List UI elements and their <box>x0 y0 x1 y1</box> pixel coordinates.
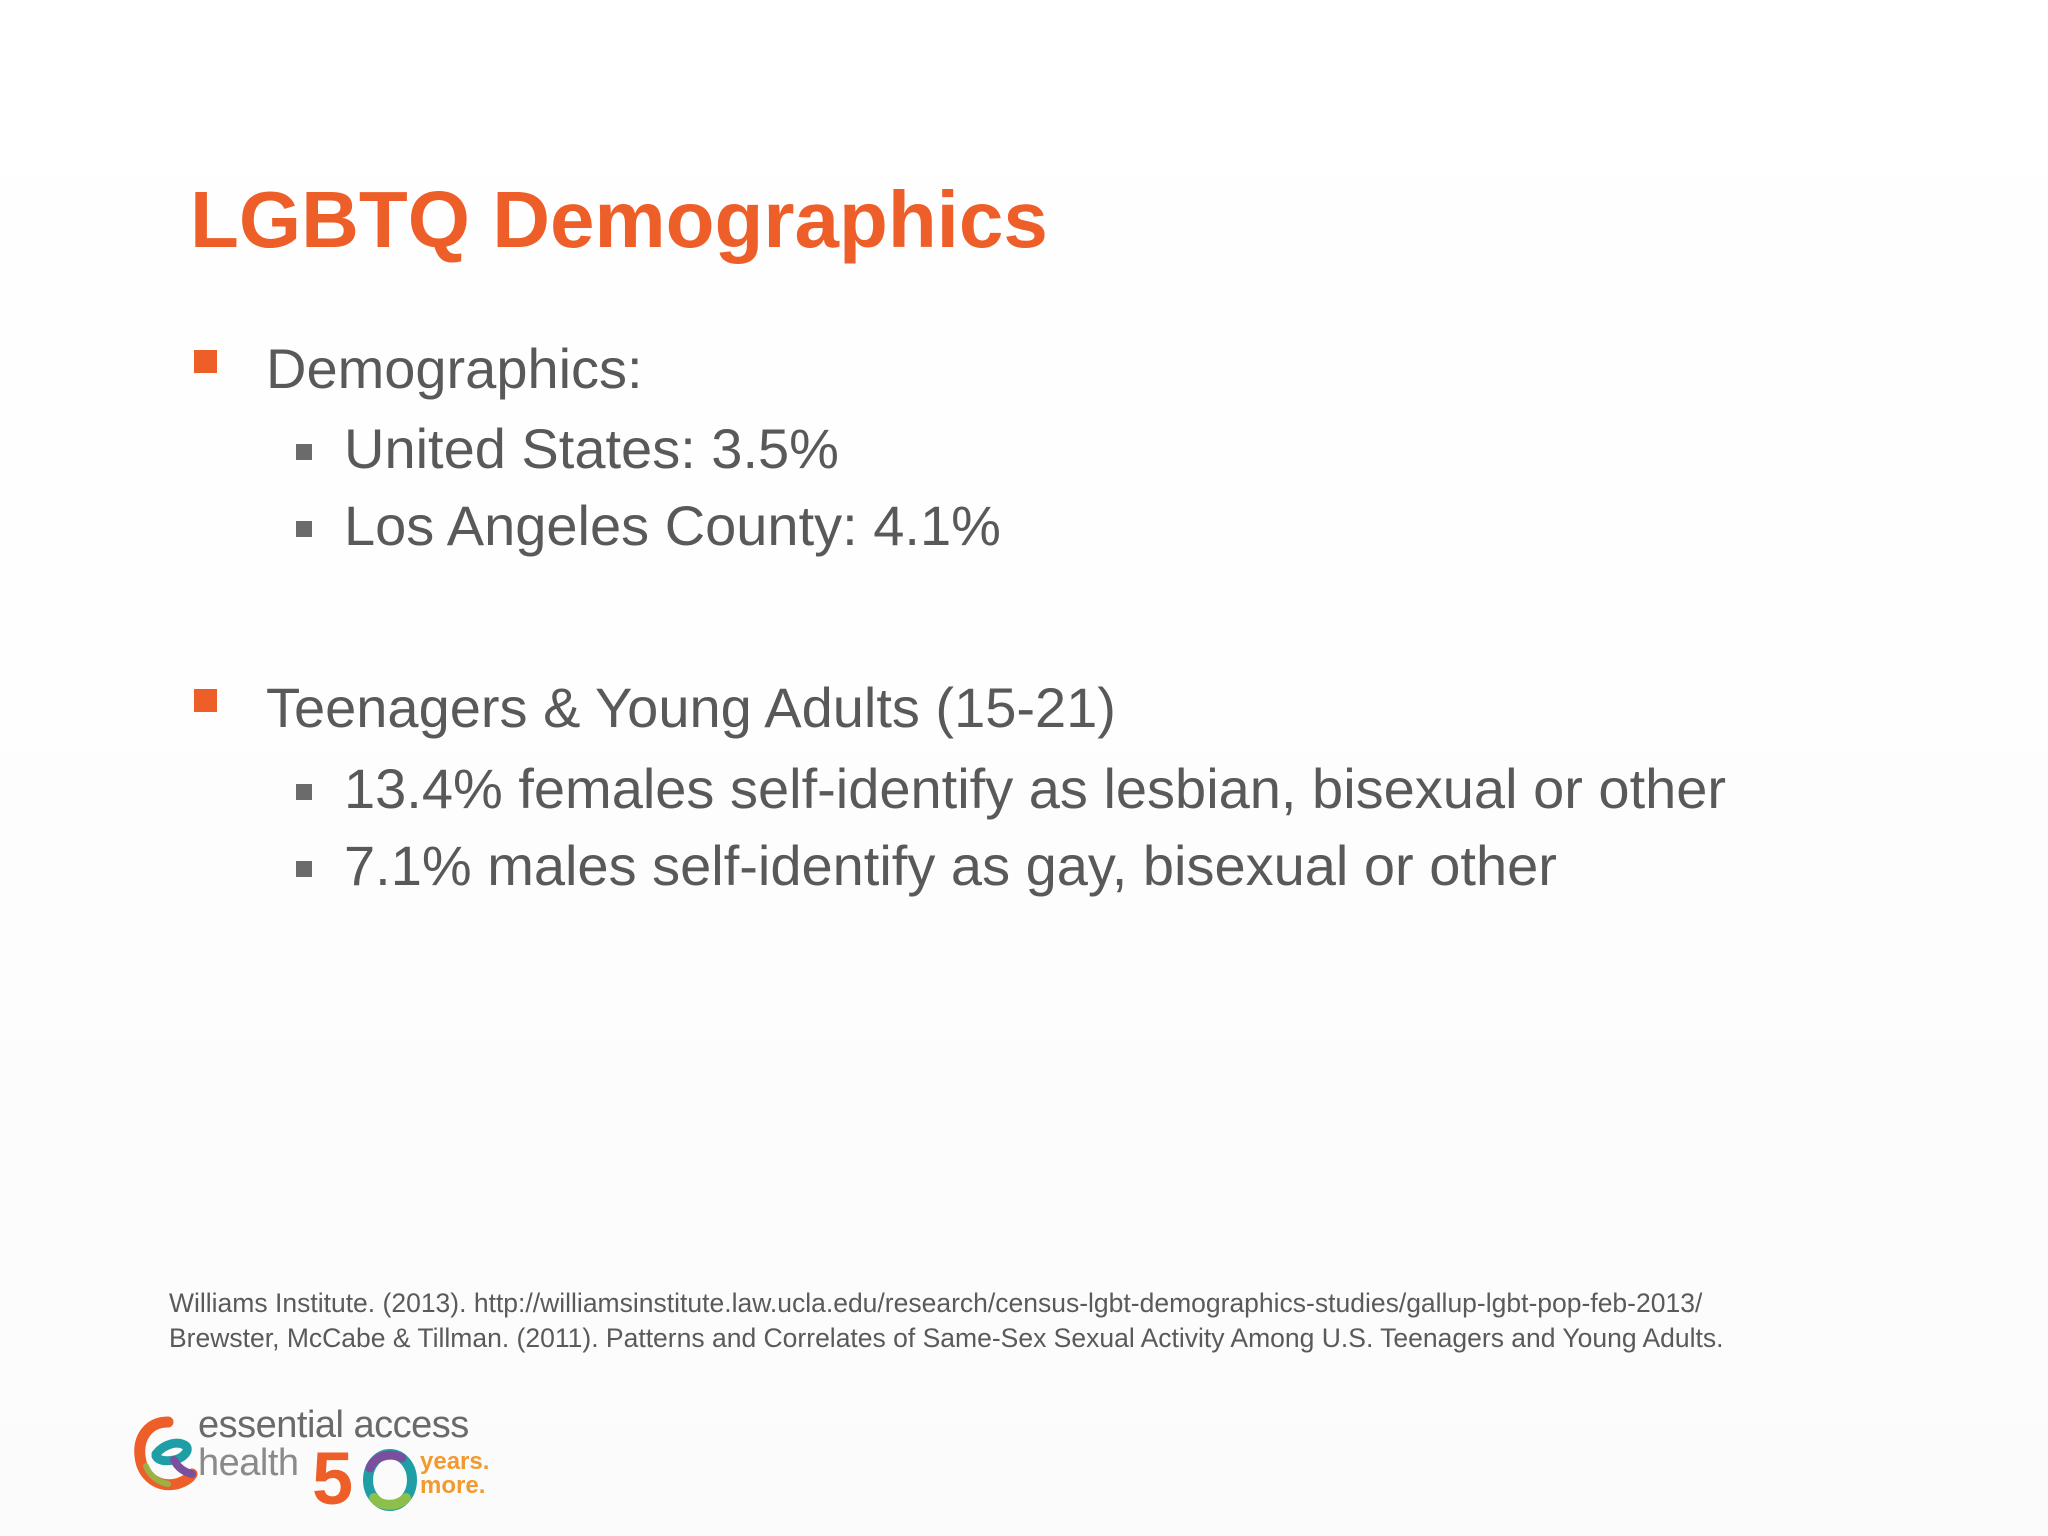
logo-text-essential-access: essential access <box>198 1404 469 1446</box>
logo-tag-years: years. <box>420 1448 490 1475</box>
sub-bullet-text: United States: 3.5% <box>344 417 839 480</box>
essential-access-logo: essential access health 5 years. more. <box>134 1402 514 1512</box>
square-sub-bullet-icon <box>296 521 312 537</box>
sub-bullet-text: 7.1% males self-identify as gay, bisexua… <box>344 834 1557 897</box>
reference-brewster: Brewster, McCabe & Tillman. (2011). Patt… <box>169 1323 1724 1353</box>
essential-access-e-mark-icon <box>134 1416 198 1491</box>
logo-text-health: health <box>198 1442 299 1484</box>
logo-fifty-graphic: 5 <box>312 1440 417 1512</box>
bullet-text: Teenagers & Young Adults (15-21) <box>266 676 1116 739</box>
square-sub-bullet-icon <box>296 444 312 460</box>
references: Williams Institute. (2013). http://willi… <box>169 1286 1724 1356</box>
slide-title: LGBTQ Demographics <box>190 175 1048 264</box>
square-sub-bullet-icon <box>296 861 312 877</box>
square-sub-bullet-icon <box>296 784 312 800</box>
sub-bullet-text: 13.4% females self-identify as lesbian, … <box>344 757 1727 820</box>
square-bullet-icon <box>194 689 217 712</box>
sub-bullet-text: Los Angeles County: 4.1% <box>344 494 1001 557</box>
square-bullet-icon <box>194 350 217 373</box>
logo-number-five: 5 <box>312 1440 353 1512</box>
bullet-text: Demographics: <box>266 337 643 400</box>
logo-tag-more: more. <box>420 1472 486 1499</box>
reference-williams: Williams Institute. (2013). http://willi… <box>169 1288 1703 1318</box>
